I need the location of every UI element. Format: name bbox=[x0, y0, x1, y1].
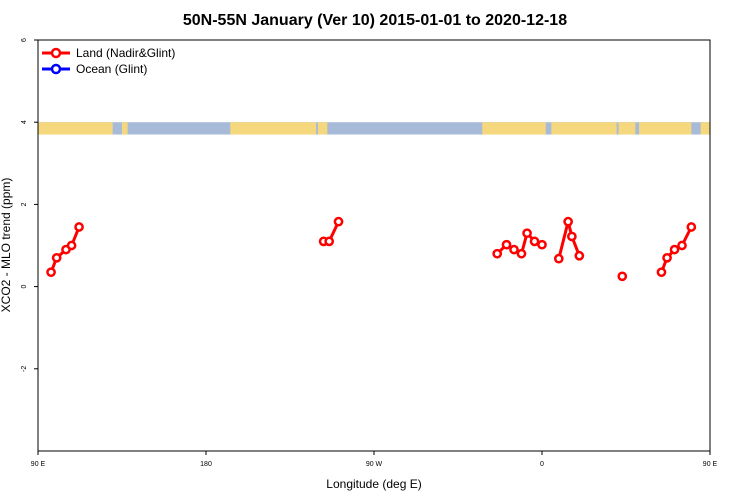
land-ocean-strip bbox=[38, 122, 710, 135]
land-band bbox=[618, 122, 636, 135]
data-point bbox=[669, 244, 680, 255]
x-axis: 90 E 180 90 W 0 90 E bbox=[31, 451, 718, 468]
plot-frame bbox=[37, 39, 711, 452]
data-point bbox=[492, 248, 503, 259]
data-point bbox=[324, 236, 335, 247]
land-band bbox=[38, 122, 113, 135]
data-point bbox=[656, 267, 667, 278]
data-point bbox=[677, 240, 687, 251]
data-point bbox=[662, 252, 672, 263]
data-point bbox=[509, 244, 519, 255]
y-tick-label: 4 bbox=[21, 120, 28, 124]
land-band bbox=[551, 122, 617, 135]
data-point bbox=[501, 239, 512, 250]
legend-swatch-marker bbox=[50, 47, 62, 59]
chart-title: 50N-55N January (Ver 10) 2015-01-01 to 2… bbox=[183, 12, 567, 29]
data-point bbox=[46, 267, 56, 278]
data-point bbox=[333, 216, 344, 227]
series-layer bbox=[46, 216, 697, 282]
data-point bbox=[567, 231, 577, 242]
land-band bbox=[482, 122, 546, 135]
land-band bbox=[122, 122, 128, 135]
data-point bbox=[574, 250, 585, 261]
legend-label: Land (Nadir&Glint) bbox=[76, 46, 175, 60]
data-point bbox=[522, 228, 532, 239]
land-band bbox=[639, 122, 692, 135]
land-band bbox=[230, 122, 317, 135]
data-point bbox=[617, 271, 628, 282]
y-axis: -2 0 2 4 6 bbox=[21, 38, 38, 372]
x-tick-label: 90 W bbox=[366, 461, 383, 468]
y-tick-label: 0 bbox=[21, 285, 28, 289]
x-axis-label: Longitude (deg E) bbox=[326, 477, 421, 491]
x-tick-label: 180 bbox=[200, 461, 212, 468]
data-point bbox=[563, 216, 573, 227]
x-tick-label: 0 bbox=[540, 461, 544, 468]
x-tick-label: 90 E bbox=[31, 461, 46, 468]
y-axis-label: XCO2 - MLO trend (ppm) bbox=[0, 178, 13, 313]
legend-label: Ocean (Glint) bbox=[76, 62, 147, 76]
legend: Land (Nadir&Glint) Ocean (Glint) bbox=[42, 46, 175, 76]
data-point bbox=[537, 239, 547, 250]
series-line bbox=[557, 220, 581, 260]
data-point bbox=[66, 240, 77, 251]
y-tick-label: 2 bbox=[21, 202, 28, 206]
data-point bbox=[74, 222, 84, 232]
y-tick-label: -2 bbox=[21, 366, 28, 372]
land-band bbox=[318, 122, 328, 135]
data-point bbox=[529, 236, 540, 247]
data-point bbox=[516, 248, 527, 259]
legend-swatch-marker bbox=[50, 63, 62, 75]
data-point bbox=[553, 253, 564, 264]
land-band bbox=[700, 122, 710, 135]
data-point bbox=[51, 252, 62, 263]
data-point bbox=[686, 222, 697, 232]
x-tick-label: 90 E bbox=[703, 461, 718, 468]
y-tick-label: 6 bbox=[21, 38, 28, 42]
